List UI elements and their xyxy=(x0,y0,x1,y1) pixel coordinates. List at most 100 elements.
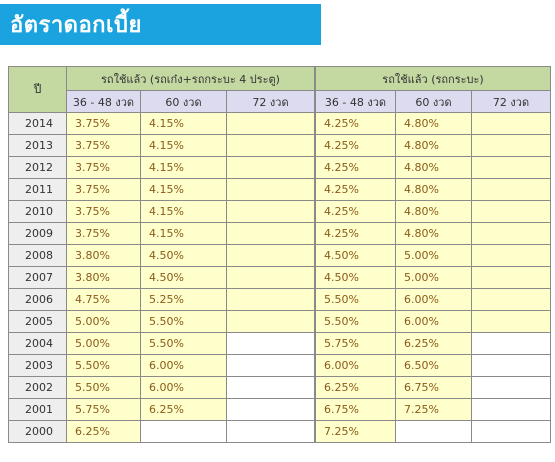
rate-cell: 4.80% xyxy=(395,134,472,157)
empty-cell xyxy=(395,420,472,443)
empty-rate-cell xyxy=(471,310,551,333)
empty-rate-cell xyxy=(471,200,551,223)
group-header-pickup: รถใช้แล้ว (รถกระบะ) xyxy=(315,66,551,91)
rate-cell: 6.25% xyxy=(315,376,396,399)
rate-cell: 4.15% xyxy=(140,200,227,223)
empty-cell xyxy=(471,420,551,443)
year-cell: 2001 xyxy=(8,398,67,421)
rate-cell: 5.50% xyxy=(315,288,396,311)
empty-cell xyxy=(226,420,315,443)
term-header-b-60: 60 งวด xyxy=(395,90,472,113)
empty-cell xyxy=(140,420,227,443)
empty-cell xyxy=(471,354,551,377)
rate-cell: 3.75% xyxy=(66,178,141,201)
rate-cell: 7.25% xyxy=(315,420,396,443)
rate-cell: 4.25% xyxy=(315,134,396,157)
rate-cell: 4.15% xyxy=(140,134,227,157)
term-header-b-36-48: 36 - 48 งวด xyxy=(315,90,396,113)
rate-cell: 4.50% xyxy=(315,244,396,267)
rate-cell: 3.75% xyxy=(66,200,141,223)
empty-rate-cell xyxy=(226,222,315,245)
empty-cell xyxy=(226,332,315,355)
rate-cell: 5.50% xyxy=(66,376,141,399)
term-header-a-36-48: 36 - 48 งวด xyxy=(66,90,141,113)
empty-cell xyxy=(471,398,551,421)
empty-rate-cell xyxy=(226,288,315,311)
rate-cell: 5.00% xyxy=(66,310,141,333)
table-row: 2003 5.50% 6.00% 6.00% 6.50% xyxy=(8,354,551,377)
empty-rate-cell xyxy=(226,156,315,179)
table-row: 2008 3.80% 4.50% 4.50% 5.00% xyxy=(8,244,551,267)
empty-rate-cell xyxy=(226,244,315,267)
table-row: 2011 3.75% 4.15% 4.25% 4.80% xyxy=(8,178,551,201)
empty-rate-cell xyxy=(471,222,551,245)
rate-cell: 4.25% xyxy=(315,222,396,245)
rate-cell: 4.80% xyxy=(395,156,472,179)
rate-cell: 4.25% xyxy=(315,112,396,135)
rate-cell: 5.25% xyxy=(140,288,227,311)
empty-rate-cell xyxy=(226,310,315,333)
rate-cell: 4.25% xyxy=(315,156,396,179)
rate-cell: 4.50% xyxy=(315,266,396,289)
rate-cell: 4.80% xyxy=(395,200,472,223)
empty-cell xyxy=(471,332,551,355)
rate-cell: 4.80% xyxy=(395,112,472,135)
rate-cell: 4.15% xyxy=(140,178,227,201)
year-cell: 2010 xyxy=(8,200,67,223)
year-cell: 2008 xyxy=(8,244,67,267)
rate-cell: 6.25% xyxy=(395,332,472,355)
term-header-a-60: 60 งวด xyxy=(140,90,227,113)
table-row: 2001 5.75% 6.25% 6.75% 7.25% xyxy=(8,398,551,421)
rate-cell: 5.00% xyxy=(395,244,472,267)
empty-rate-cell xyxy=(471,244,551,267)
year-cell: 2014 xyxy=(8,112,67,135)
page-title: อัตราดอกเบี้ย xyxy=(10,13,142,38)
empty-cell xyxy=(226,354,315,377)
title-banner: อัตราดอกเบี้ย xyxy=(0,4,321,45)
interest-rate-table: ปี รถใช้แล้ว (รถเก๋ง+รถกระบะ 4 ประตู) รถ… xyxy=(8,66,551,443)
table-row: 2007 3.80% 4.50% 4.50% 5.00% xyxy=(8,266,551,289)
empty-cell xyxy=(226,398,315,421)
rate-cell: 5.75% xyxy=(315,332,396,355)
year-cell: 2007 xyxy=(8,266,67,289)
year-cell: 2006 xyxy=(8,288,67,311)
rate-cell: 3.75% xyxy=(66,156,141,179)
year-cell: 2004 xyxy=(8,332,67,355)
table-row: 2002 5.50% 6.00% 6.25% 6.75% xyxy=(8,376,551,399)
empty-rate-cell xyxy=(226,178,315,201)
table-row: 2009 3.75% 4.15% 4.25% 4.80% xyxy=(8,222,551,245)
rate-cell: 6.00% xyxy=(395,288,472,311)
year-cell: 2005 xyxy=(8,310,67,333)
rate-cell: 3.80% xyxy=(66,266,141,289)
rate-cell: 6.75% xyxy=(395,376,472,399)
rate-cell: 6.00% xyxy=(395,310,472,333)
table-row: 2012 3.75% 4.15% 4.25% 4.80% xyxy=(8,156,551,179)
empty-rate-cell xyxy=(226,134,315,157)
year-column-header: ปี xyxy=(8,66,67,113)
rate-cell: 4.15% xyxy=(140,222,227,245)
rate-cell: 5.50% xyxy=(140,332,227,355)
rate-cell: 3.75% xyxy=(66,134,141,157)
rate-cell: 4.15% xyxy=(140,156,227,179)
rate-cell: 3.80% xyxy=(66,244,141,267)
rate-cell: 5.50% xyxy=(66,354,141,377)
rate-cell: 4.15% xyxy=(140,112,227,135)
rate-cell: 6.25% xyxy=(66,420,141,443)
rate-cell: 5.00% xyxy=(66,332,141,355)
year-cell: 2003 xyxy=(8,354,67,377)
rate-cell: 6.50% xyxy=(395,354,472,377)
rate-cell: 4.25% xyxy=(315,200,396,223)
rate-cell: 3.75% xyxy=(66,222,141,245)
empty-cell xyxy=(226,376,315,399)
term-header-a-72: 72 งวด xyxy=(226,90,315,113)
empty-rate-cell xyxy=(471,178,551,201)
table-body: 2014 3.75% 4.15% 4.25% 4.80% 2013 3.75% 4.15% 4.… xyxy=(8,112,551,443)
group-header-sedan-pickup-4door: รถใช้แล้ว (รถเก๋ง+รถกระบะ 4 ประตู) xyxy=(66,66,315,91)
rate-cell: 5.50% xyxy=(315,310,396,333)
empty-rate-cell xyxy=(226,112,315,135)
table-row: 2000 6.25% 7.25% xyxy=(8,420,551,443)
rate-cell: 4.50% xyxy=(140,266,227,289)
table-row: 2004 5.00% 5.50% 5.75% 6.25% xyxy=(8,332,551,355)
rate-cell: 5.50% xyxy=(140,310,227,333)
empty-rate-cell xyxy=(471,266,551,289)
